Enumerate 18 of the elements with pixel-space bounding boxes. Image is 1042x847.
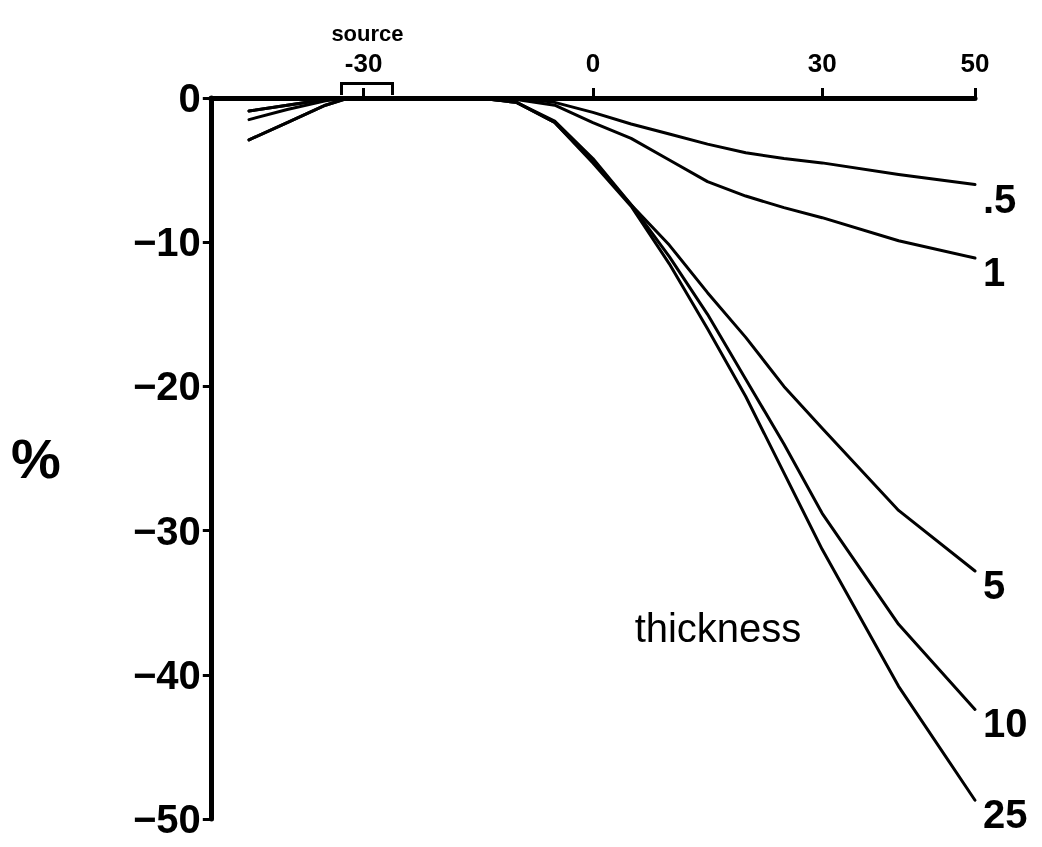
y-tick-label: 0 bbox=[178, 76, 201, 120]
series-label: 1 bbox=[983, 250, 1006, 295]
x-tick-label: 50 bbox=[960, 48, 990, 78]
y-tick-label: −40 bbox=[132, 652, 201, 697]
x-tick-label: 30 bbox=[807, 48, 837, 78]
y-tick-label: −10 bbox=[132, 220, 201, 265]
x-tick-label: -30 bbox=[344, 48, 383, 78]
series-label: 10 bbox=[983, 701, 1028, 746]
y-tick-label: −50 bbox=[132, 797, 201, 841]
series-label: 5 bbox=[983, 562, 1006, 607]
y-axis-title: % bbox=[11, 427, 61, 490]
y-tick-label: −20 bbox=[132, 364, 201, 409]
annotation: thickness bbox=[634, 606, 802, 650]
series-label: 25 bbox=[983, 792, 1028, 837]
y-tick-label: −30 bbox=[132, 508, 201, 553]
series-label: .5 bbox=[983, 176, 1017, 221]
x-tick-label: 0 bbox=[585, 48, 601, 78]
annotation: source bbox=[331, 20, 404, 46]
